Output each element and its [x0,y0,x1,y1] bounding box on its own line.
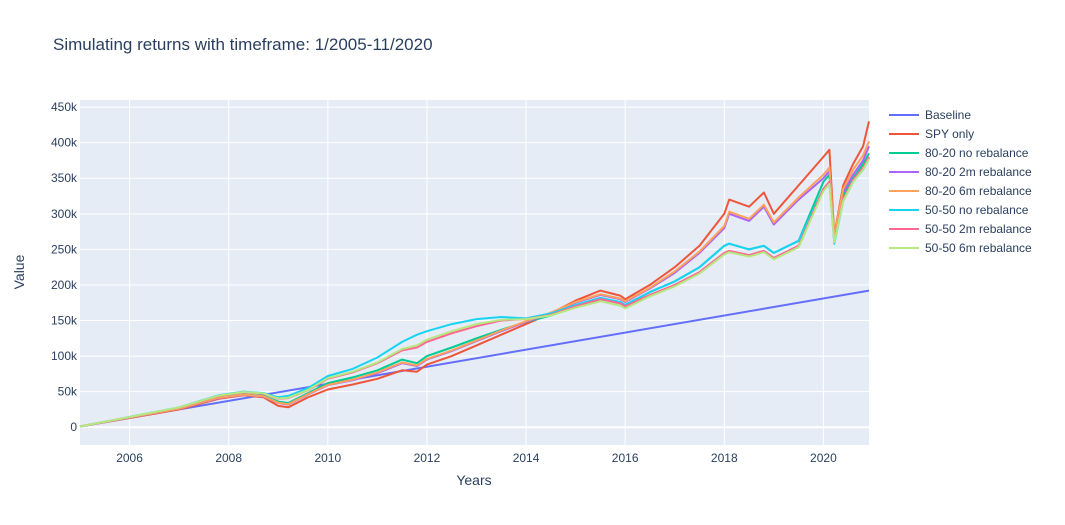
series-line-4 [79,140,870,428]
x-tick-label: 2018 [711,451,738,465]
legend-label: 80-20 2m rebalance [925,165,1032,179]
legend-label: 80-20 6m rebalance [925,184,1032,198]
series-line-0 [79,289,870,428]
series-layer [79,121,870,428]
y-tick-label: 100k [51,349,78,363]
x-tick-label: 2012 [414,451,441,465]
legend-label: 80-20 no rebalance [925,146,1029,160]
legend-item[interactable]: SPY only [889,127,974,141]
legend-label: 50-50 no rebalance [925,203,1029,217]
y-axis-ticks: 0 50k 100k 150k 200k 250k 300k 350k 400k 450k [51,100,78,434]
legend-label: SPY only [925,127,974,141]
legend-label: Baseline [925,108,971,122]
y-tick-label: 50k [58,385,78,399]
y-axis-title: Value [11,254,27,289]
legend-item[interactable]: 50-50 2m rebalance [889,222,1032,236]
legend-item[interactable]: Baseline [889,108,971,122]
legend-item[interactable]: 50-50 no rebalance [889,203,1029,217]
x-tick-label: 2016 [612,451,639,465]
legend[interactable]: Baseline SPY only 80-20 no rebalance 80-20 … [889,108,1032,255]
y-tick-label: 450k [51,100,78,114]
legend-label: 50-50 2m rebalance [925,222,1032,236]
y-tick-label: 300k [51,207,78,221]
legend-item[interactable]: 80-20 no rebalance [889,146,1029,160]
plot-background [80,100,869,445]
x-tick-label: 2010 [314,451,341,465]
x-axis-title: Years [456,472,491,488]
x-tick-label: 2014 [513,451,540,465]
legend-item[interactable]: 80-20 2m rebalance [889,165,1032,179]
x-tick-label: 2008 [215,451,242,465]
y-tick-label: 200k [51,278,78,292]
legend-label: 50-50 6m rebalance [925,241,1032,255]
y-tick-label: 150k [51,314,78,328]
grid-lines [80,100,869,445]
legend-item[interactable]: 80-20 6m rebalance [889,184,1032,198]
x-tick-label: 2006 [116,451,143,465]
chart-title: Simulating returns with timeframe: 1/200… [53,35,433,54]
legend-item[interactable]: 50-50 6m rebalance [889,241,1032,255]
y-tick-label: 0 [70,420,77,434]
x-axis-ticks: 2006 2008 2010 2012 2014 2016 2018 2020 [116,451,837,465]
y-tick-label: 250k [51,242,78,256]
series-line-7 [79,158,870,428]
y-tick-label: 400k [51,136,78,150]
y-tick-label: 350k [51,171,78,185]
x-tick-label: 2020 [810,451,837,465]
